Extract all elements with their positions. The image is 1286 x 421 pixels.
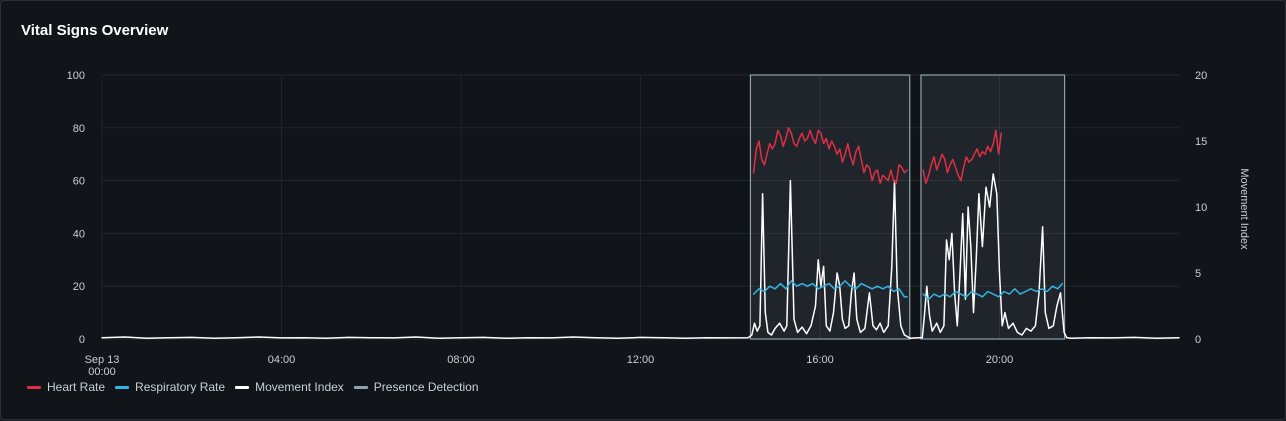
legend-item-heart-rate[interactable]: Heart Rate xyxy=(27,380,105,394)
legend-label: Heart Rate xyxy=(47,380,106,394)
presence-region xyxy=(749,74,911,340)
y-axis-right: 0 5 10 15 20 xyxy=(1195,70,1207,346)
legend: Heart Rate Respiratory Rate Movement Ind… xyxy=(27,380,489,394)
y-right-tick-label: 0 xyxy=(1195,334,1201,346)
respiratory-rate-line[interactable] xyxy=(752,280,1064,301)
movement-index-swatch xyxy=(235,385,250,389)
x-tick-label: Sep 13 xyxy=(85,354,120,366)
y-left-tick-label: 40 xyxy=(73,228,85,240)
y-axis-left: 0 20 40 60 80 100 xyxy=(67,70,85,346)
y-right-tick-label: 20 xyxy=(1195,70,1207,82)
heart-rate-line[interactable] xyxy=(752,127,1003,184)
presence-regions xyxy=(749,74,1066,340)
heart-rate-swatch xyxy=(27,385,41,389)
legend-item-presence-detection[interactable]: Presence Detection xyxy=(353,380,479,394)
y-axis-right-title: Movement Index xyxy=(1238,168,1250,250)
panel-title: Vital Signs Overview xyxy=(21,22,169,39)
presence-region xyxy=(920,74,1066,340)
series-lines xyxy=(101,127,1180,340)
x-tick-label: 16:00 xyxy=(806,354,834,366)
movement-index-line[interactable] xyxy=(101,173,1180,340)
legend-item-movement-index[interactable]: Movement Index xyxy=(235,380,344,394)
respiratory-rate-swatch xyxy=(115,385,130,389)
y-left-tick-label: 20 xyxy=(73,281,85,293)
presence-detection-swatch xyxy=(353,385,368,389)
y-right-tick-label: 15 xyxy=(1195,136,1207,148)
y-right-tick-label: 5 xyxy=(1195,268,1201,280)
x-tick-label: 08:00 xyxy=(447,354,475,366)
x-tick-sublabel: 00:00 xyxy=(88,366,116,378)
y-right-tick-label: 10 xyxy=(1195,202,1207,214)
y-left-tick-label: 100 xyxy=(67,70,85,82)
y-left-tick-label: 80 xyxy=(73,123,85,135)
y-left-tick-label: 60 xyxy=(73,176,85,188)
legend-item-respiratory-rate[interactable]: Respiratory Rate xyxy=(115,380,225,394)
legend-label: Movement Index xyxy=(255,380,344,394)
legend-label: Presence Detection xyxy=(373,380,479,394)
legend-label: Respiratory Rate xyxy=(135,380,226,394)
x-tick-label: 20:00 xyxy=(986,354,1014,366)
y-left-tick-label: 0 xyxy=(79,334,85,346)
x-tick-label: 04:00 xyxy=(268,354,296,366)
x-tick-label: 12:00 xyxy=(627,354,655,366)
